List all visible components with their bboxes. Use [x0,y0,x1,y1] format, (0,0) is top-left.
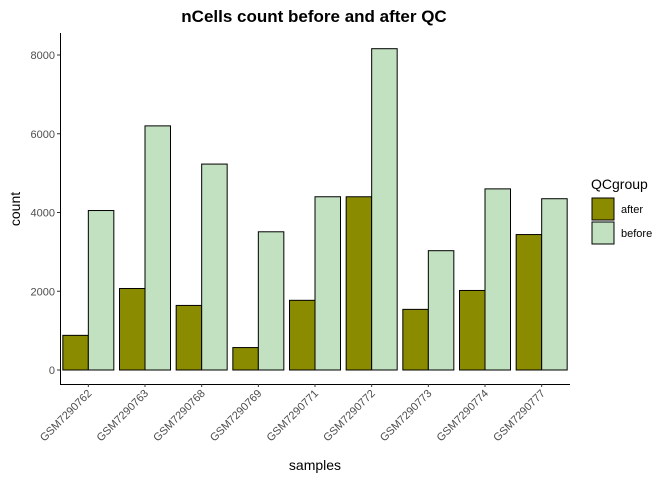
bar-before-GSM7290763 [144,125,171,371]
bar-after-GSM7290772 [345,196,373,371]
legend-label-after: after [621,204,643,216]
legend-label-before: before [621,228,652,240]
x-tick-label: GSM7290762 [38,388,94,444]
x-tick-label: GSM7290763 [95,388,151,444]
bar-before-GSM7290768 [201,163,228,371]
bar-before-GSM7290772 [371,48,398,371]
x-axis-title: samples [289,457,341,473]
y-tick-label: 4000 [31,208,55,220]
bar-before-GSM7290769 [257,231,285,371]
bar-before-GSM7290762 [87,210,115,371]
y-axis-title: count [7,192,23,226]
bar-before-GSM7290774 [484,188,511,371]
bar-after-GSM7290774 [459,289,486,371]
bar-after-GSM7290768 [175,304,203,371]
y-tick-label: 2000 [31,286,55,298]
chart-title: nCells count before and after QC [181,7,446,26]
bar-before-GSM7290777 [541,198,568,371]
bar-after-GSM7290777 [515,234,543,371]
y-tick-label: 8000 [31,50,55,62]
plot-area [62,48,568,371]
bar-before-GSM7290771 [314,196,341,371]
bar-after-GSM7290771 [289,299,316,371]
legend-title: QCgroup [591,176,648,192]
x-tick-label: GSM7290771 [265,388,321,444]
x-axis: GSM7290762 GSM7290763 GSM7290768 GSM7290769… [38,384,548,444]
legend: QCgroup after before [591,176,652,245]
x-tick-label: GSM7290774 [435,388,491,444]
legend-key-before [591,221,615,245]
bar-before-GSM7290773 [427,250,455,371]
y-axis: 0 2000 4000 6000 8000 [31,50,60,377]
y-tick-label: 6000 [31,129,55,141]
x-tick-label: GSM7290769 [208,388,264,444]
bar-after-GSM7290769 [232,347,259,371]
bar-after-GSM7290763 [119,287,146,371]
x-tick-label: GSM7290773 [378,388,434,444]
bar-after-GSM7290762 [62,334,89,371]
x-tick-label: GSM7290777 [491,388,547,444]
y-tick-label: 0 [49,365,55,377]
x-tick-label: GSM7290772 [321,388,377,444]
bar-after-GSM7290773 [402,308,429,371]
x-tick-label: GSM7290768 [151,388,207,444]
legend-key-after [591,197,615,221]
